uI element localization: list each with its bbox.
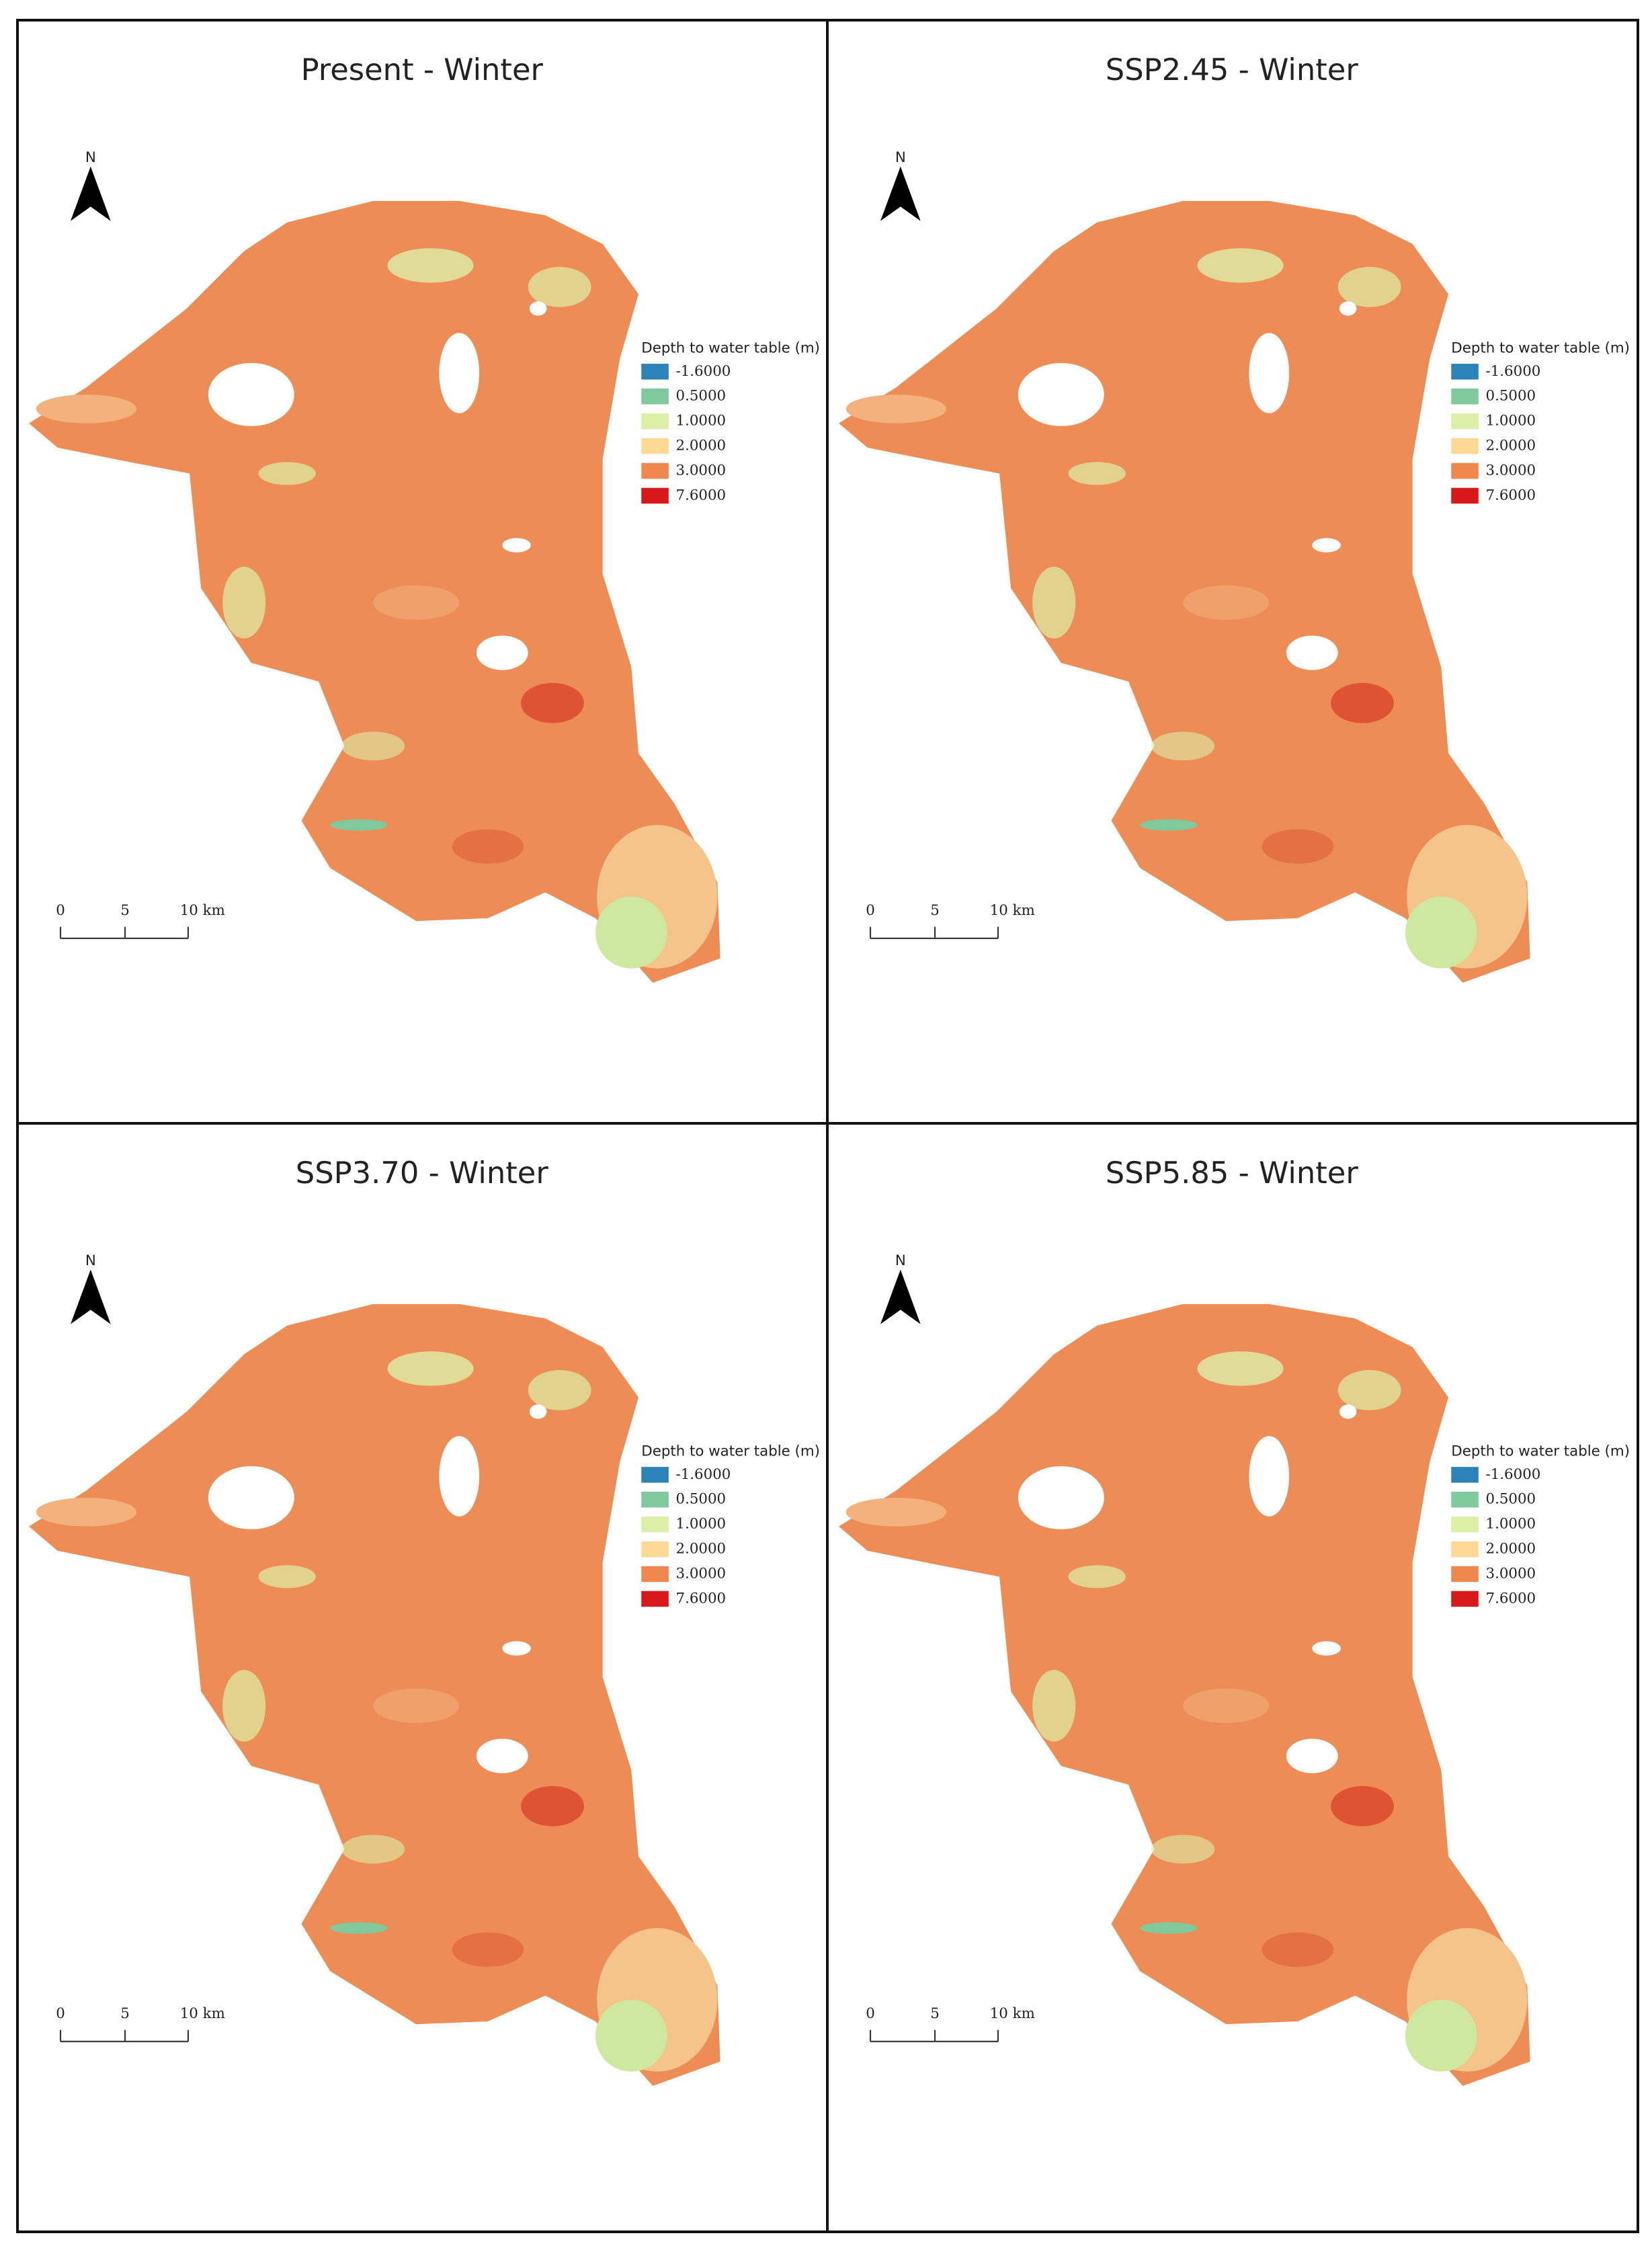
legend-swatch — [1451, 1516, 1479, 1533]
scale-label: 0 — [56, 902, 65, 919]
legend-swatch — [641, 463, 669, 479]
legend-label: 2.0000 — [676, 438, 727, 454]
north-label: N — [895, 149, 906, 166]
scale-label: 10 km — [180, 902, 225, 919]
scale-label: 10 km — [990, 902, 1035, 919]
legend-swatch — [641, 1541, 669, 1558]
legend-swatch — [641, 1492, 669, 1508]
island-map — [839, 1303, 1530, 2086]
legend-swatch — [1451, 413, 1479, 430]
legend-title: Depth to water table (m) — [1451, 1443, 1630, 1460]
legend-label: -1.6000 — [1486, 1466, 1541, 1483]
legend-label: 3.0000 — [1486, 1566, 1536, 1582]
north-arrow — [880, 1269, 921, 1324]
legend-label: 7.6000 — [676, 487, 727, 504]
panel-title: Present - Winter — [301, 52, 544, 87]
legend-swatch — [1451, 487, 1479, 504]
north-arrow — [70, 1269, 111, 1324]
scale-label: 5 — [930, 902, 940, 919]
legend-swatch — [1451, 364, 1479, 380]
legend-swatch — [641, 1566, 669, 1582]
legend-label: -1.6000 — [676, 1466, 731, 1483]
legend-swatch — [1451, 463, 1479, 479]
map-panel: SSP2.45 - Winter N Depth to water table (m… — [839, 52, 1630, 983]
panel-title: SSP3.70 - Winter — [296, 1155, 549, 1191]
legend-swatch — [1451, 1591, 1479, 1607]
legend-label: 1.0000 — [676, 413, 727, 430]
legend-swatch — [641, 364, 669, 380]
legend-label: 3.0000 — [676, 463, 727, 479]
scale-label: 10 km — [180, 2005, 225, 2022]
north-label: N — [85, 1252, 96, 1269]
map-panel: SSP3.70 - Winter N Depth to water table (m… — [29, 1155, 820, 2086]
legend-label: 3.0000 — [1486, 463, 1536, 479]
legend-swatch — [641, 1516, 669, 1533]
island-map — [839, 200, 1530, 983]
map-panel: SSP5.85 - Winter N Depth to water table (m… — [839, 1155, 1630, 2086]
legend-swatch — [641, 413, 669, 430]
scale-label: 0 — [866, 2005, 875, 2022]
scale-label: 0 — [56, 2005, 65, 2022]
panel-title: SSP2.45 - Winter — [1106, 52, 1359, 87]
legend-label: 2.0000 — [1486, 1541, 1536, 1558]
north-label: N — [85, 149, 96, 166]
legend-label: 0.5000 — [676, 388, 727, 405]
legend-swatch — [1451, 1492, 1479, 1508]
legend-label: 0.5000 — [1486, 388, 1536, 405]
legend-swatch — [641, 1591, 669, 1607]
scale-label: 5 — [120, 902, 130, 919]
legend-label: -1.6000 — [1486, 363, 1541, 380]
legend-swatch — [641, 389, 669, 405]
legend-title: Depth to water table (m) — [1451, 340, 1630, 357]
scale-label: 10 km — [990, 2005, 1035, 2022]
legend-label: 7.6000 — [676, 1590, 727, 1607]
legend-swatch — [641, 487, 669, 504]
scale-label: 0 — [866, 902, 875, 919]
legend-label: -1.6000 — [676, 363, 731, 380]
legend-label: 1.0000 — [1486, 1516, 1536, 1533]
north-arrow — [70, 166, 111, 221]
scale-label: 5 — [930, 2005, 940, 2022]
legend-label: 1.0000 — [1486, 413, 1536, 430]
legend-swatch — [1451, 438, 1479, 454]
legend-label: 3.0000 — [676, 1566, 727, 1582]
legend-label: 1.0000 — [676, 1516, 727, 1533]
legend-swatch — [1451, 389, 1479, 405]
north-arrow — [880, 166, 921, 221]
legend-title: Depth to water table (m) — [641, 340, 820, 357]
legend-swatch — [1451, 1541, 1479, 1558]
legend-label: 0.5000 — [1486, 1491, 1536, 1508]
legend-label: 0.5000 — [676, 1491, 727, 1508]
legend-swatch — [641, 438, 669, 454]
legend-label: 7.6000 — [1486, 487, 1536, 504]
legend-label: 2.0000 — [676, 1541, 727, 1558]
panel-title: SSP5.85 - Winter — [1106, 1155, 1359, 1191]
scale-label: 5 — [120, 2005, 130, 2022]
legend-swatch — [1451, 1467, 1479, 1483]
legend-label: 2.0000 — [1486, 438, 1536, 454]
legend-swatch — [641, 1467, 669, 1483]
island-map — [29, 1303, 720, 2086]
map-panel: Present - Winter N Depth to water table (m… — [29, 52, 820, 983]
island-map — [29, 200, 720, 983]
legend-label: 7.6000 — [1486, 1590, 1536, 1607]
north-label: N — [895, 1252, 906, 1269]
legend-title: Depth to water table (m) — [641, 1443, 820, 1460]
legend-swatch — [1451, 1566, 1479, 1582]
